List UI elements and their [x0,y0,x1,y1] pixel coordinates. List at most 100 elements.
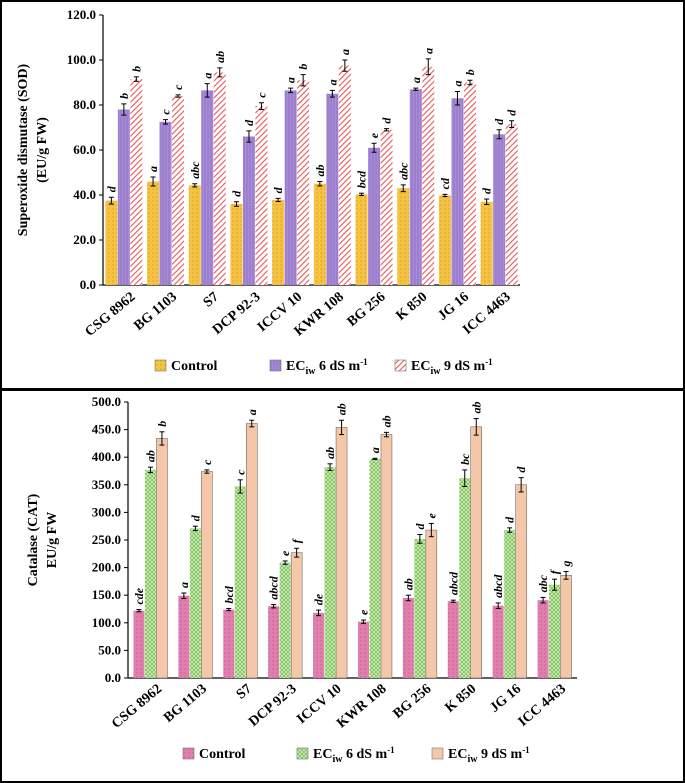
y-tick-label: 450.0 [92,422,121,437]
significance-label: b [129,66,143,72]
y-tick-label: 50.0 [98,642,121,657]
bar [422,66,435,285]
significance-label: b [155,421,169,427]
significance-label: ab [323,447,337,459]
bar [156,438,168,679]
significance-label: b [296,64,310,70]
category-label: JG 16 [435,290,472,324]
significance-label: d [271,186,285,193]
significance-label: d [413,522,427,529]
significance-label: e [367,132,381,138]
significance-label: c [159,109,173,115]
significance-label: ab [469,402,483,414]
significance-label: bcd [355,170,369,188]
bar [414,538,426,678]
significance-label: a [450,81,464,87]
significance-label: a [177,582,191,588]
bar [515,484,527,679]
category-label: S7 [234,682,255,703]
cat-legend: Control ECiw 6 dS m-1 ECiw 9 dS m-1 [182,745,530,765]
bar [380,434,393,679]
bar [447,601,459,678]
sod-chart: 0.0 20.0 40.0 60.0 80.0 100.0 120.0 d b b CSG 8962… [67,7,520,340]
significance-label: cd [438,177,452,189]
significance-label: abcd [491,574,505,598]
bar [117,109,130,285]
y-tick-label: 250.0 [92,532,121,547]
significance-label: abc [536,574,550,592]
legend-swatch [269,359,282,372]
significance-label: cde [132,587,146,604]
y-tick-label: 40.0 [73,187,96,202]
bar [493,134,506,285]
significance-label: c [254,92,268,98]
bar [438,195,451,285]
bar [223,609,235,678]
bar [242,136,255,285]
category-label: K 850 [394,290,431,324]
bar [189,528,201,678]
bar [178,595,190,678]
bar [234,486,246,678]
significance-label: d [492,118,506,125]
bar [279,562,291,678]
bar [402,597,414,678]
significance-label: a [338,49,352,55]
y-tick-label: 120.0 [67,7,96,22]
y-tick-label: 100.0 [67,52,96,67]
y-tick-label: 80.0 [73,97,96,112]
bar [380,129,393,285]
significance-label: bc [458,453,472,465]
bar [246,423,258,679]
category-label: ICC 4463 [516,682,569,730]
category-label: CSG 8962 [109,682,165,732]
bar [335,427,348,679]
y-tick-label: 150.0 [92,587,121,602]
bar [133,610,145,678]
category-label: K 850 [443,682,480,716]
legend-label: Control [171,359,218,374]
bar [425,529,438,679]
bar [537,600,549,678]
bar [268,606,280,678]
significance-label: a [245,409,259,415]
significance-label: abcd [446,571,460,595]
sod-ylabel-line1: Superoxide dismutase (SOD) [16,63,31,236]
significance-label: a [421,48,435,54]
y-tick-label: 100.0 [92,615,121,630]
legend-swatch [154,359,167,372]
bar [357,621,369,678]
significance-label: ab [379,415,393,427]
legend-label: ECiw 6 dS m-1 [313,745,395,765]
significance-label: g [559,560,573,567]
legend-label: ECiw 9 dS m-1 [448,745,530,765]
significance-label: c [171,84,185,90]
y-tick-label: 0.0 [80,277,96,292]
category-label: BG 1103 [131,290,180,334]
panel-b-frame [0,389,685,783]
category-label: KWR 108 [334,682,389,732]
significance-label: abc [396,162,410,180]
significance-label: bcd [222,585,236,603]
significance-label: c [200,459,214,465]
legend-swatch [431,747,444,760]
category-label: BG 256 [391,682,435,722]
significance-label: ab [335,403,349,415]
y-tick-label: 20.0 [73,232,96,247]
legend-swatch [182,747,195,760]
significance-label: b [463,69,477,75]
significance-label: d [514,466,528,473]
bar [560,575,572,679]
legend-swatch [394,359,407,372]
significance-label: a [409,77,423,83]
bar [297,80,310,285]
significance-label: ab [313,165,327,177]
significance-label: a [146,166,160,172]
significance-label: d [503,516,517,523]
bar [459,478,471,678]
bar [369,458,381,678]
bar [272,199,285,285]
bar [147,181,160,285]
significance-label: f [290,538,304,543]
bar [470,426,482,679]
